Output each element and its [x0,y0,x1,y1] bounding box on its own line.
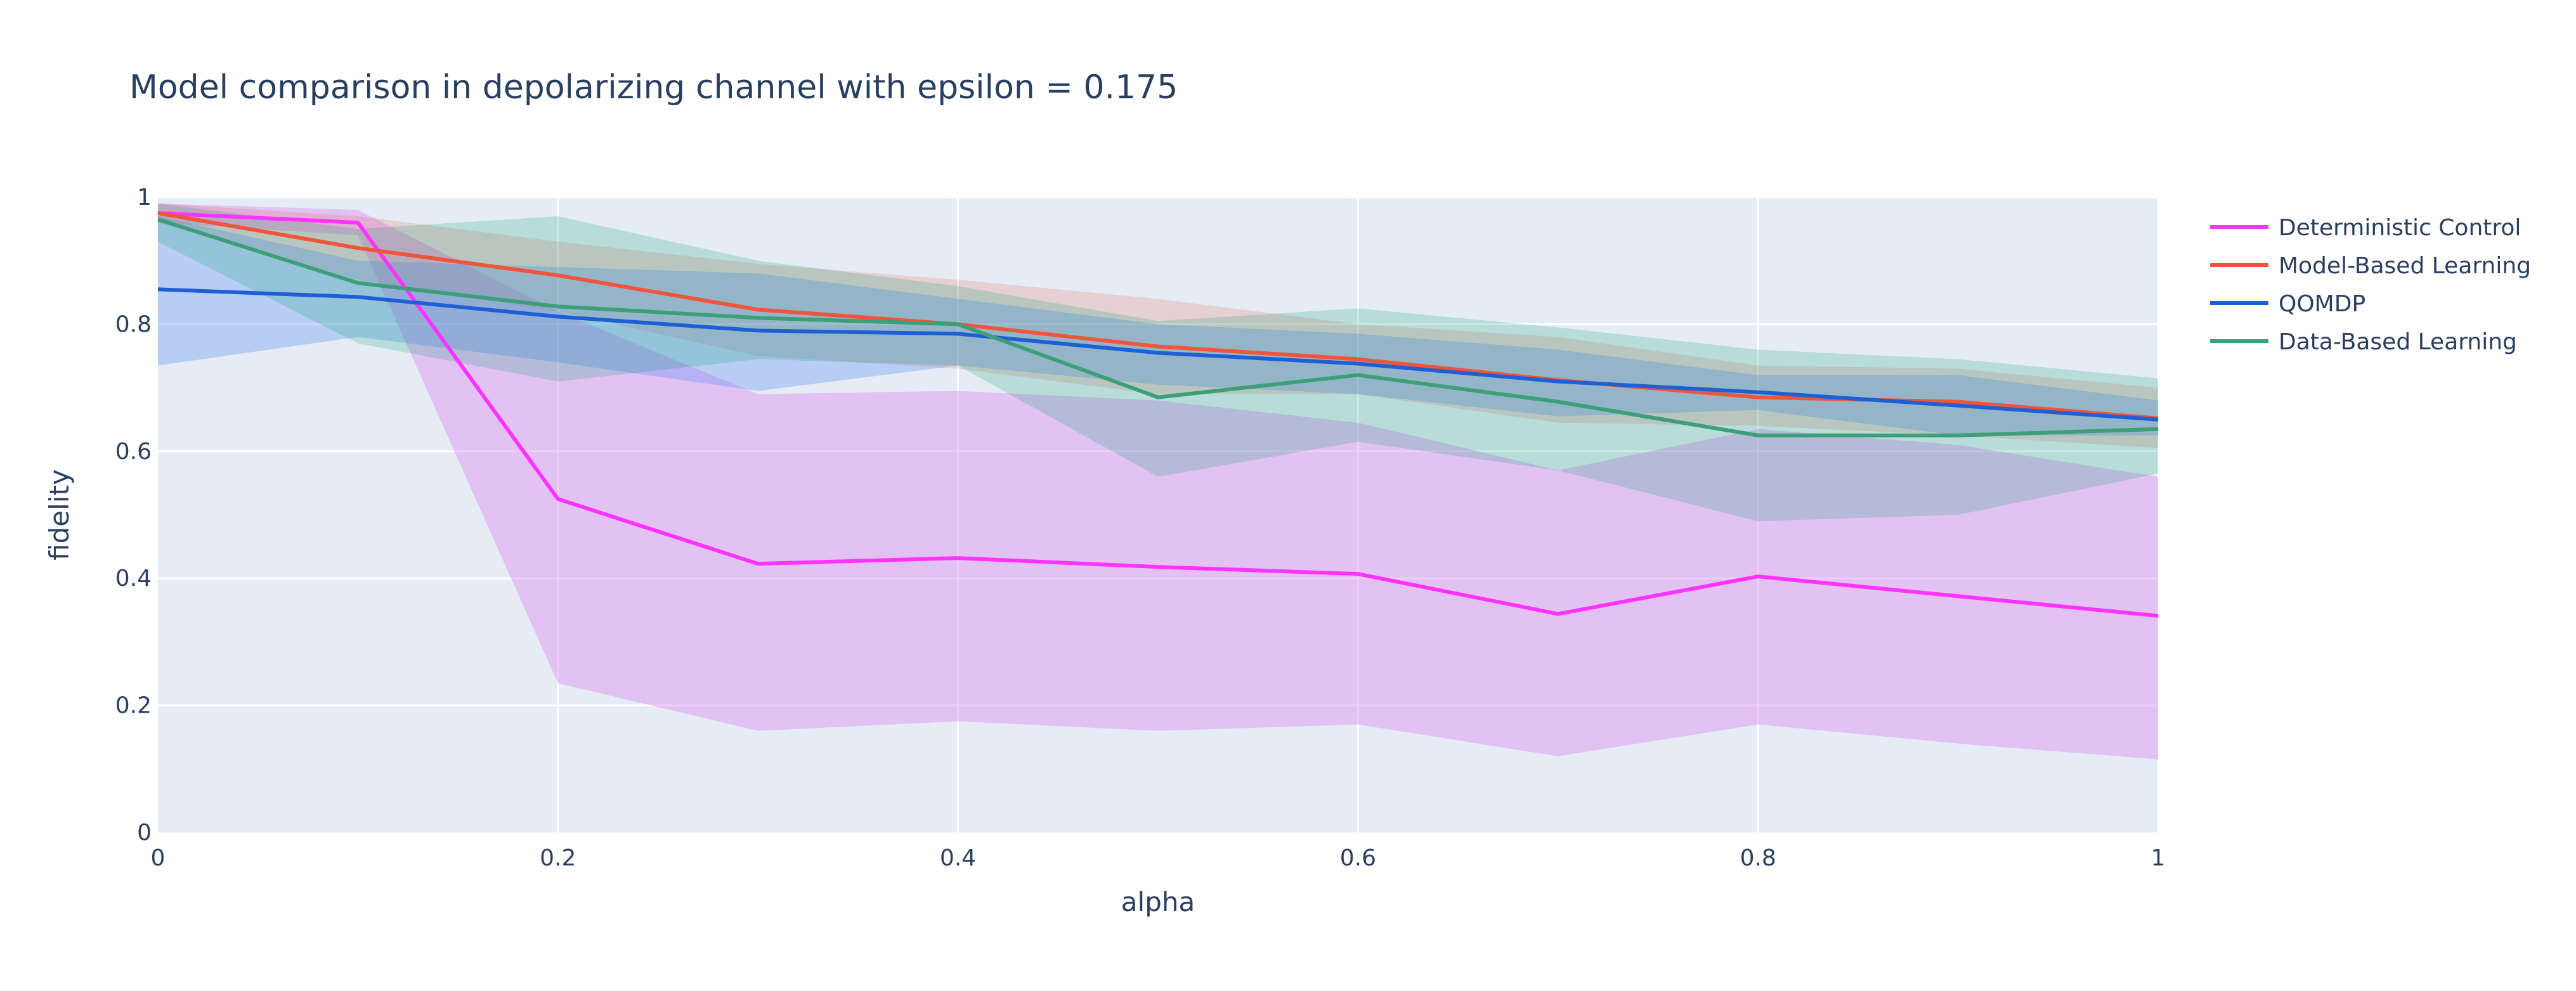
legend-item[interactable]: QOMDP [2210,291,2365,317]
plot-area [158,197,2158,832]
grid [158,196,2159,832]
x-tick-label: 0.6 [1340,845,1376,871]
x-tick-label: 0.8 [1740,845,1776,871]
line-data-based-learning [157,217,2159,437]
legend-item[interactable]: Data-Based Learning [2210,329,2517,355]
line-qomdp [157,287,2159,422]
band-deterministic-control [158,204,2158,760]
series-lines [157,211,2159,618]
y-tick-label: 0.6 [115,439,152,465]
x-tick-label: 0.2 [540,845,576,871]
y-tick-label: 0.4 [115,566,152,592]
band-qomdp [158,216,2158,436]
legend-label: Deterministic Control [2279,215,2521,241]
legend-item[interactable]: Model-Based Learning [2210,253,2531,279]
x-tick-label: 0.4 [940,845,976,871]
legend-label: Data-Based Learning [2279,329,2517,355]
y-axis-ticks: 0 0.2 0.4 0.6 0.8 1 [115,185,152,846]
y-tick-label: 1 [137,185,152,211]
x-axis-ticks: 0 0.2 0.4 0.6 0.8 1 [151,845,2166,871]
legend-item[interactable]: Deterministic Control [2210,215,2521,241]
legend: Deterministic Control Model-Based Learnin… [2210,215,2531,355]
y-tick-label: 0.2 [115,693,152,719]
x-tick-label: 1 [2151,845,2166,871]
band-data-based-learning [158,204,2158,522]
chart-title: Model comparison in depolarizing channel… [129,68,1178,107]
line-model-based-learning [157,211,2159,420]
line-deterministic-control [157,211,2159,618]
legend-label: QOMDP [2279,291,2365,317]
x-tick-label: 0 [151,845,166,871]
x-axis-title: alpha [1121,886,1195,917]
y-axis-title: fidelity [44,469,75,560]
legend-label: Model-Based Learning [2279,253,2531,279]
y-tick-label: 0.8 [115,311,152,337]
y-tick-label: 0 [137,820,152,846]
